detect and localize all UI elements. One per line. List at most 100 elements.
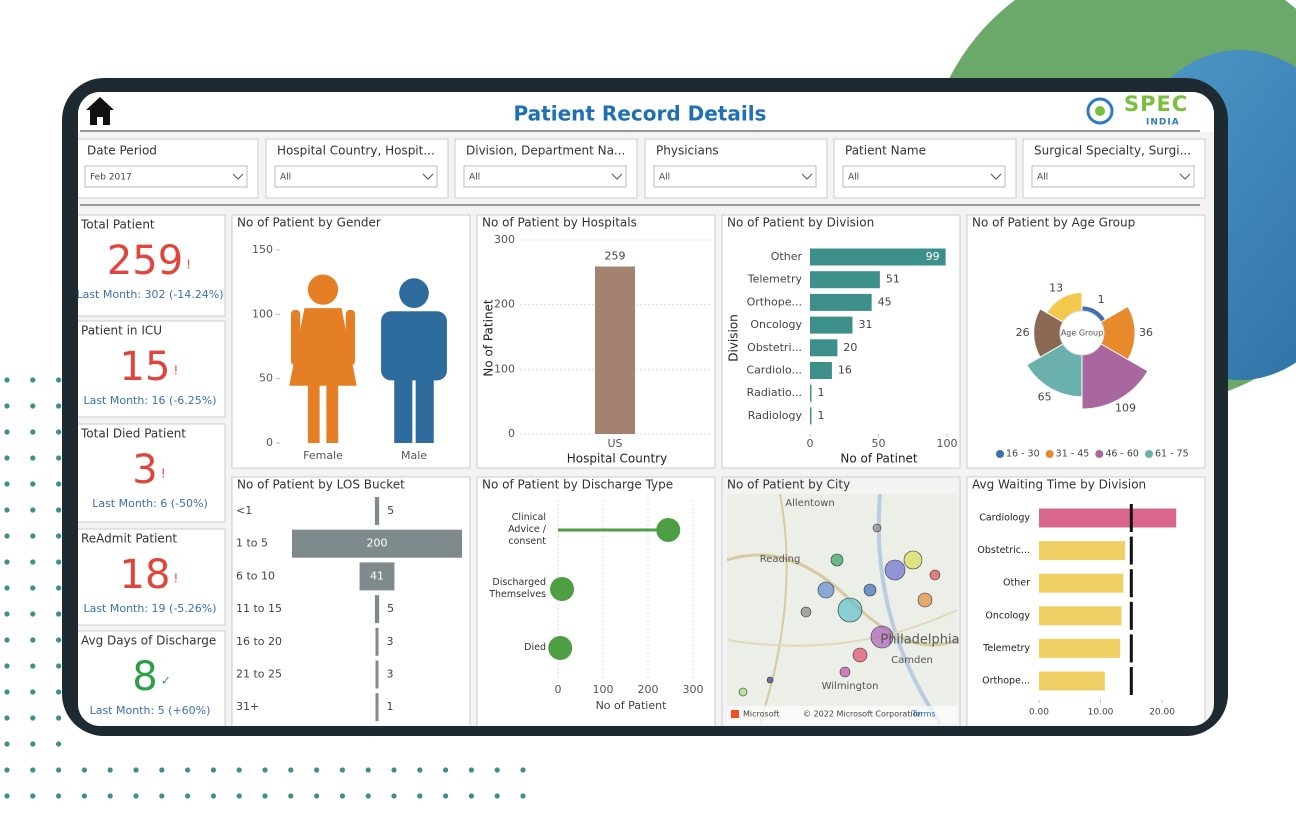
map-bubble [929, 569, 941, 581]
dropdown-arrow [422, 173, 434, 180]
figure-head [307, 274, 339, 305]
dot [30, 559, 36, 565]
bar [1039, 508, 1177, 528]
kpi-title: Patient in ICU [81, 324, 162, 338]
chart-title: No of Patient by Hospitals [482, 216, 637, 230]
dot [30, 481, 36, 487]
dot [4, 507, 10, 513]
dot [56, 741, 62, 747]
figure-head [399, 278, 429, 308]
value-label: 45 [878, 295, 892, 308]
dot [56, 637, 62, 643]
value-label: 5 [387, 602, 394, 615]
dot [30, 455, 36, 461]
header-bar [78, 92, 1214, 132]
y-tick-label: 300 [494, 233, 515, 246]
kpi-card [78, 528, 226, 626]
chart-panel [721, 476, 961, 726]
legend-swatch [1045, 450, 1054, 458]
chart-title: No of Patient by LOS Bucket [237, 478, 405, 492]
dot [56, 403, 62, 409]
figure-leg [326, 382, 339, 443]
filter-dropdown[interactable] [84, 165, 248, 188]
dot [30, 429, 36, 435]
legend-swatch [1144, 450, 1153, 458]
y-tick-label: 50 [259, 372, 273, 385]
dot [185, 793, 191, 799]
dot [56, 793, 62, 799]
y-tick-label: 200 [494, 298, 515, 311]
legend-label: 46 - 60 [1105, 449, 1139, 460]
x-tick-label: 200 [638, 683, 659, 696]
y-tick-label: 11 to 15 [236, 602, 282, 615]
map-bubble [738, 687, 748, 697]
dot [4, 611, 10, 617]
value-label: 20 [843, 341, 857, 354]
filter-dropdown[interactable] [463, 165, 627, 188]
y-tick-label: Other [1003, 578, 1030, 589]
value-label: 200 [367, 537, 388, 550]
dot [365, 767, 371, 773]
map-bubble [884, 559, 906, 581]
kpi-title: Total Patient [80, 218, 155, 232]
home-icon[interactable] [86, 97, 114, 125]
chart-title: No of Patient by Discharge Type [482, 478, 673, 492]
dot [30, 403, 36, 409]
map-bubble [817, 581, 835, 599]
map-bubble [870, 625, 894, 649]
legend-label: 61 - 75 [1155, 449, 1189, 460]
legend-swatch [996, 450, 1004, 458]
category-label-text: Clinical Advice / consent [508, 512, 546, 547]
bar [1039, 671, 1105, 691]
bar [810, 271, 880, 289]
kpi-card [78, 214, 226, 317]
value-label: 31 [858, 318, 872, 331]
lollipop-head [548, 636, 573, 660]
logo: SPEC INDIA [1086, 92, 1187, 128]
dot [520, 793, 526, 799]
x-tick-label: 0.00 [1029, 708, 1049, 718]
y-tick-label: Oncology [750, 318, 802, 331]
dot [4, 559, 10, 565]
screen: Patient Record Details SPEC INDIA Date P… [78, 92, 1214, 726]
chart-title: No of Patient by Gender [237, 216, 381, 230]
figure-torso [381, 311, 447, 381]
map-bubble [872, 523, 882, 533]
value-label: 1 [1098, 293, 1105, 306]
dot [4, 429, 10, 435]
map-attribution: Terms [911, 710, 936, 719]
bar [1039, 573, 1124, 593]
map-bubble [852, 647, 868, 663]
map-bubble [863, 583, 877, 597]
y-tick-label: Other [771, 250, 803, 263]
filter-dropdown[interactable] [842, 165, 1006, 188]
dot [417, 793, 423, 799]
filter-dropdown[interactable] [653, 165, 817, 188]
category-label-text: Discharged Themselves [489, 577, 546, 600]
x-tick-label: 20.00 [1149, 708, 1175, 718]
value-label: 1 [387, 700, 394, 713]
x-axis-label: Hospital Country [567, 452, 667, 466]
logo-sub: INDIA [1146, 118, 1180, 128]
dot [314, 793, 320, 799]
kpi-note: Last Month: 5 (+60%) [90, 704, 211, 717]
x-tick-label: US [607, 437, 622, 450]
figure-leg [394, 368, 413, 443]
dot [30, 663, 36, 669]
x-tick-label: Female [303, 449, 343, 462]
figure-arm [290, 309, 301, 366]
x-tick-label: 100 [593, 683, 614, 696]
value-label: 1 [818, 409, 825, 422]
x-tick-label: 10.00 [1088, 708, 1114, 718]
dot [4, 533, 10, 539]
dot [288, 793, 294, 799]
kpi-value: 15 [120, 344, 171, 390]
map-bubble [800, 606, 812, 618]
dot [4, 481, 10, 487]
x-tick-label: 0 [555, 683, 562, 696]
kpi-title: Avg Days of Discharge [81, 634, 216, 648]
map-place: Allentown [785, 498, 834, 509]
filter-dropdown[interactable] [274, 165, 438, 188]
logo-globe [1086, 97, 1114, 125]
filter-dropdown[interactable] [1031, 165, 1195, 188]
